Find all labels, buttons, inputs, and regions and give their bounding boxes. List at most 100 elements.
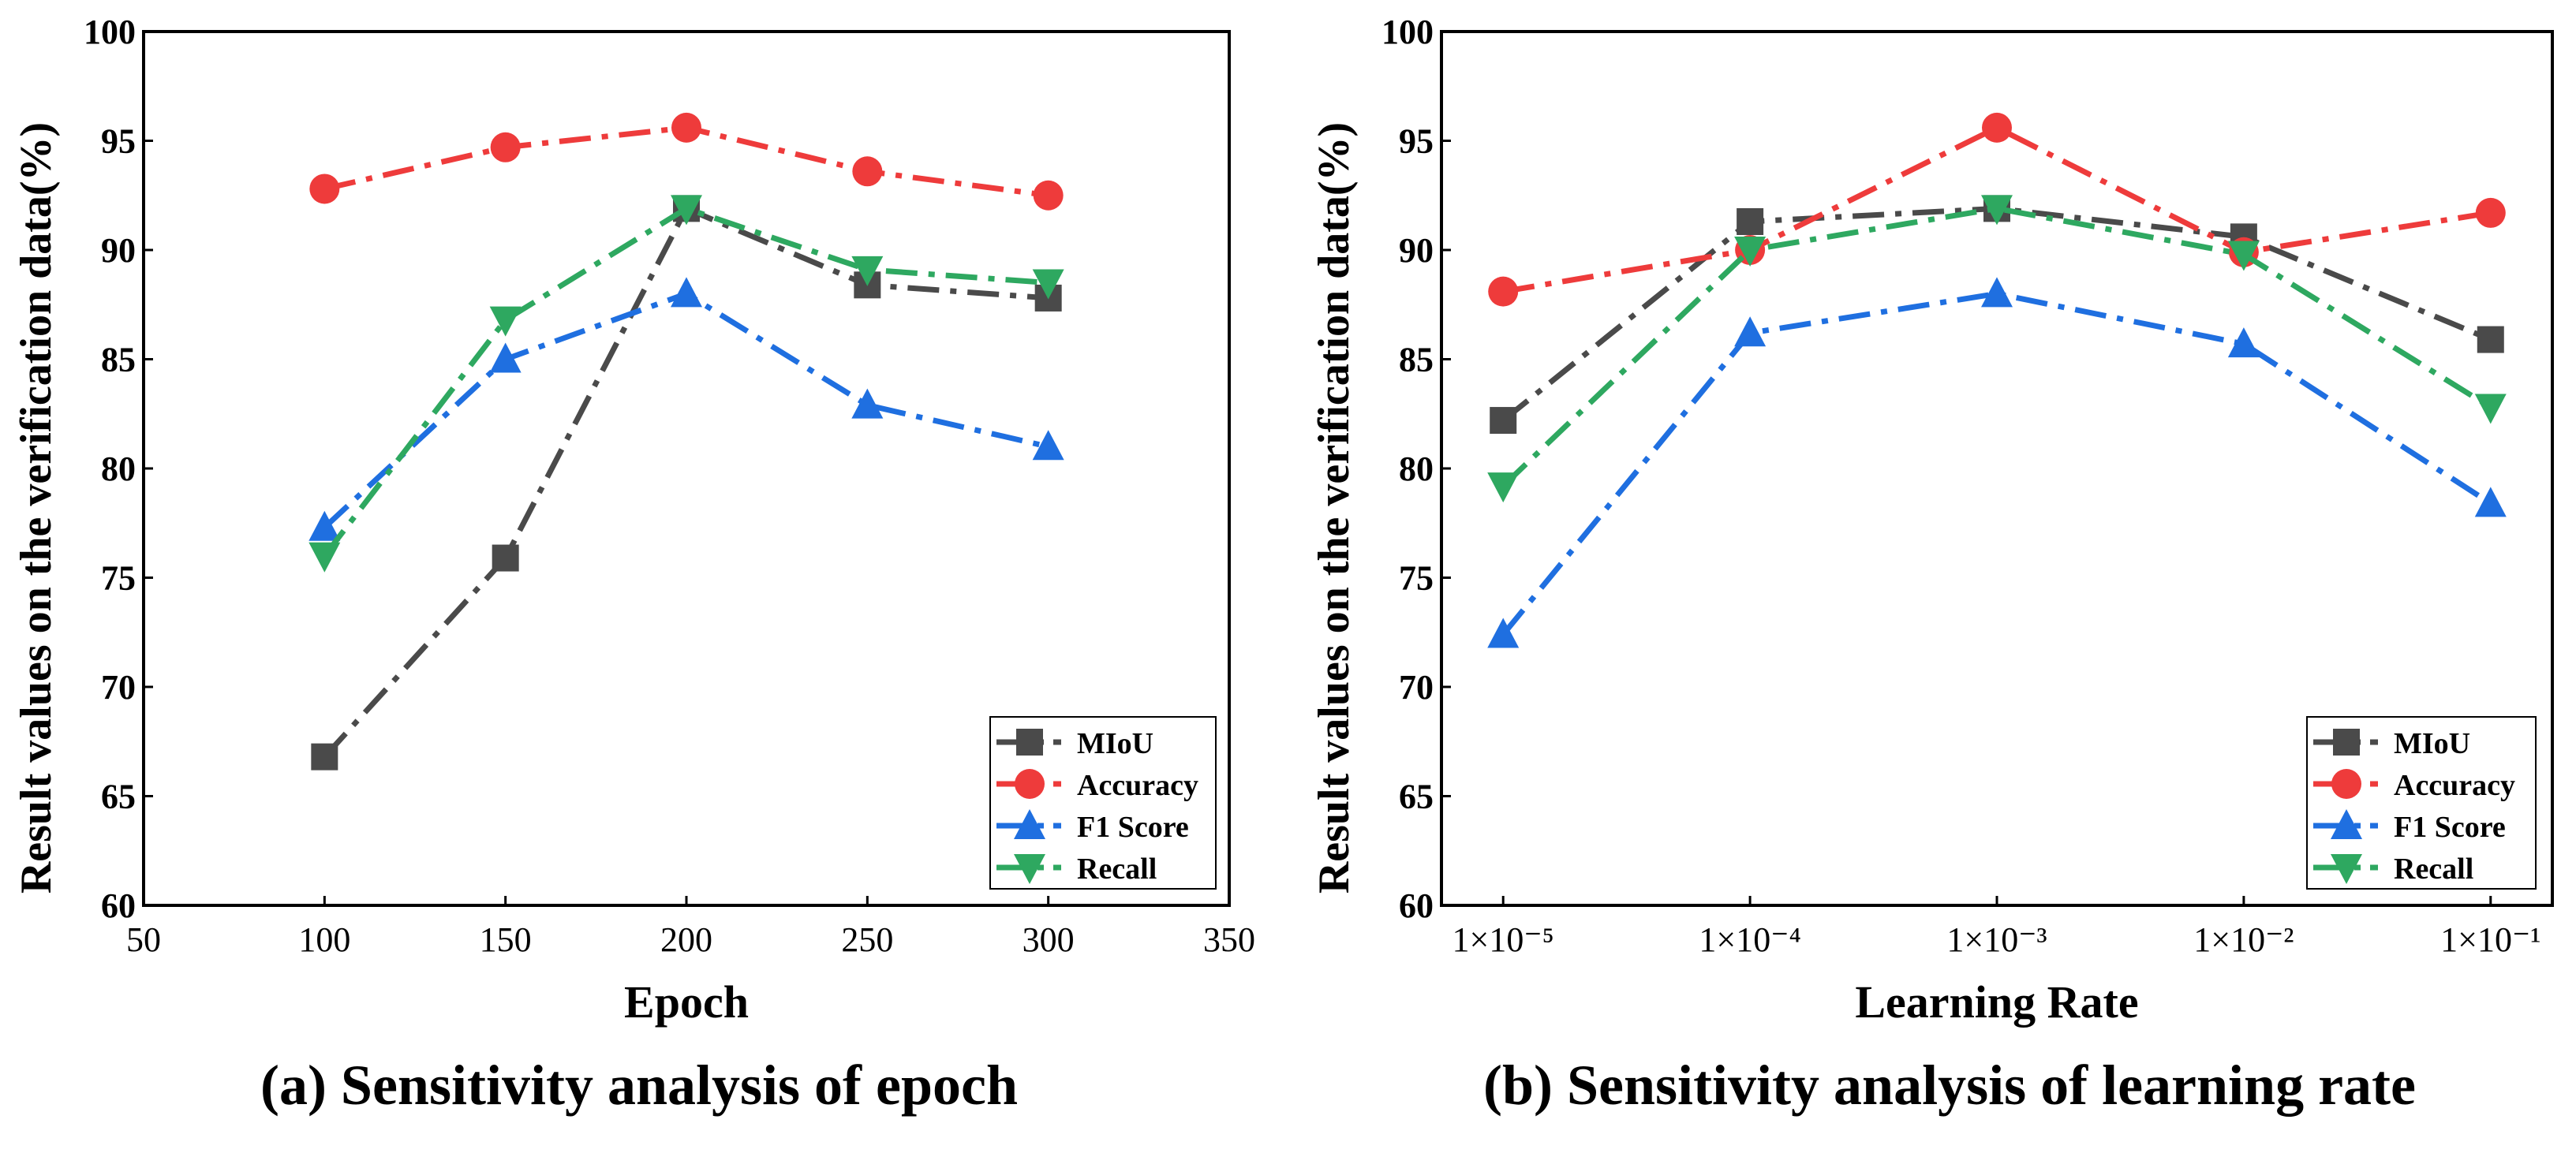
y-tick-label: 100 <box>1381 13 1434 51</box>
y-axis-label: Result values on the verification data(%… <box>1310 122 1359 894</box>
chart-panel-b: 60 65 70 75 80 85 90 95 100 1×10⁻⁵ 1×10⁻⁴ 1×10⁻³ 1×1… <box>1310 13 2554 1117</box>
legend-label: Accuracy <box>2394 769 2515 802</box>
circle-marker <box>1033 180 1064 211</box>
legend-label: F1 Score <box>1077 811 1189 844</box>
triangle-down-marker <box>1734 237 1767 267</box>
triangle-up-marker <box>1032 430 1064 461</box>
triangle-up-marker <box>671 277 702 308</box>
triangle-up-marker <box>1014 809 1045 839</box>
chart-caption: (b) Sensitivity analysis of learning rat… <box>1483 1054 2416 1117</box>
chart-caption: (a) Sensitivity analysis of epoch <box>260 1054 1018 1117</box>
y-tick-label: 75 <box>1399 559 1434 598</box>
y-tick-label: 90 <box>101 231 136 270</box>
triangle-up-marker <box>2331 809 2362 839</box>
chart-panel-a: 60 65 70 75 80 85 90 95 100 50 100 150 200 250 300 350 E… <box>12 13 1255 1117</box>
x-tick-label: 100 <box>298 920 350 959</box>
square-marker <box>2477 326 2504 353</box>
series-line <box>1501 205 2492 488</box>
y-tick-label: 60 <box>1399 886 1434 925</box>
triangle-up-marker <box>1981 277 2013 308</box>
x-axis-label: Epoch <box>624 976 749 1028</box>
series-f1-score <box>1487 277 2507 648</box>
series-line <box>322 205 1049 558</box>
x-axis-label: Learning Rate <box>1855 976 2138 1028</box>
series-f1-score <box>308 277 1064 541</box>
x-tick-label: 200 <box>660 920 712 959</box>
triangle-up-marker <box>851 388 884 419</box>
square-marker <box>492 544 519 572</box>
triangle-down-marker <box>308 542 341 573</box>
triangle-down-marker <box>1487 472 1520 503</box>
triangle-down-marker <box>1014 854 1045 884</box>
legend-label: Accuracy <box>1077 769 1198 802</box>
y-tick-label: 65 <box>1399 778 1434 816</box>
circle-marker <box>1015 769 1045 799</box>
triangle-up-marker <box>1734 316 1767 347</box>
circle-marker <box>309 174 340 204</box>
y-tick-label: 70 <box>1399 668 1434 707</box>
x-tick-label: 250 <box>841 920 893 959</box>
triangle-down-marker <box>1981 195 2013 226</box>
x-tick-label: 350 <box>1203 920 1255 959</box>
y-tick-label: 95 <box>1399 122 1434 161</box>
triangle-down-marker <box>489 306 522 337</box>
y-tick-label: 85 <box>101 341 136 379</box>
legend-label: F1 Score <box>2394 811 2506 844</box>
y-tick-label: 95 <box>101 122 136 161</box>
series-line <box>1501 290 2492 636</box>
series-line <box>1501 205 2492 423</box>
legend-label: Recall <box>1077 853 1157 886</box>
triangle-up-marker <box>308 510 341 541</box>
square-marker <box>2333 729 2360 756</box>
triangle-up-marker <box>489 342 522 373</box>
y-tick-label: 70 <box>101 668 136 707</box>
y-tick-label: 80 <box>1399 450 1434 488</box>
x-tick-label: 50 <box>126 920 161 959</box>
x-tick-label: 1×10⁻³ <box>1946 920 2047 959</box>
square-marker <box>1737 207 1764 235</box>
y-tick-label: 60 <box>101 886 136 925</box>
series-recall <box>1487 195 2507 503</box>
y-tick-label: 75 <box>101 559 136 598</box>
triangle-up-marker <box>1487 618 1520 648</box>
circle-marker <box>490 132 521 162</box>
circle-marker <box>671 112 701 143</box>
series-accuracy <box>309 112 1064 211</box>
triangle-down-marker <box>2227 241 2260 271</box>
y-tick-label: 100 <box>84 13 136 51</box>
square-marker <box>311 743 338 771</box>
x-tick-label: 1×10⁻¹ <box>2440 920 2540 959</box>
triangle-down-marker <box>1032 269 1064 300</box>
circle-marker <box>2475 197 2506 228</box>
triangle-up-marker <box>2227 327 2260 358</box>
square-marker <box>1490 407 1517 435</box>
x-tick-label: 300 <box>1023 920 1075 959</box>
x-tick-label: 150 <box>480 920 532 959</box>
y-tick-label: 65 <box>101 778 136 816</box>
triangle-down-marker <box>2331 854 2362 884</box>
series-recall <box>308 195 1064 573</box>
triangle-down-marker <box>851 256 884 286</box>
triangle-down-marker <box>671 195 702 226</box>
circle-marker <box>1982 112 2012 143</box>
triangle-up-marker <box>2474 487 2507 517</box>
series-miou <box>1490 195 2504 435</box>
legend: MIoU Accuracy F1 Score Recall <box>989 716 1217 890</box>
y-tick-label: 90 <box>1399 231 1434 270</box>
y-axis-label: Result values on the verification data(%… <box>12 122 61 894</box>
x-tick-label: 1×10⁻⁵ <box>1453 920 1554 959</box>
circle-marker <box>852 156 883 187</box>
y-tick-label: 80 <box>101 450 136 488</box>
circle-marker <box>1488 276 1519 307</box>
y-tick-label: 85 <box>1399 341 1434 379</box>
x-tick-label: 1×10⁻² <box>2193 920 2294 959</box>
triangle-down-marker <box>2474 394 2507 424</box>
square-marker <box>1016 729 1043 756</box>
x-tick-label: 1×10⁻⁴ <box>1699 920 1800 959</box>
legend-label: Recall <box>2394 853 2473 886</box>
legend: MIoU Accuracy F1 Score Recall <box>2306 716 2537 890</box>
legend-label: MIoU <box>1077 727 1153 760</box>
circle-marker <box>2331 769 2361 799</box>
legend-label: MIoU <box>2394 727 2470 760</box>
